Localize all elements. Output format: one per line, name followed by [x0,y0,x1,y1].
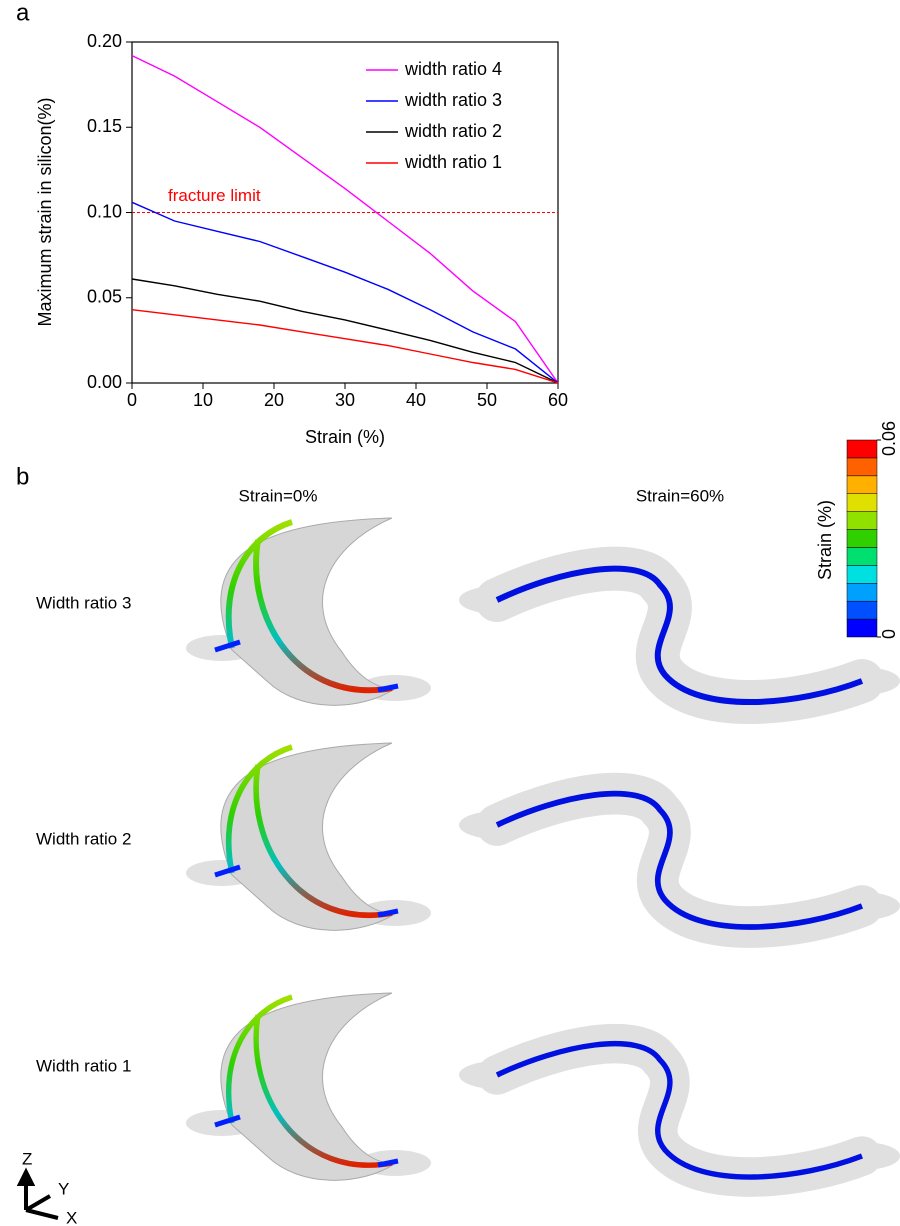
curl-stripe [225,994,393,1168]
x-tick-label: 60 [548,390,568,410]
curl-surface [220,992,397,1181]
x-tick-label: 30 [335,390,355,410]
colorbar-band [846,547,878,566]
colorbar-band [846,439,878,459]
axes-triad [16,1167,59,1220]
curl-stripe [214,864,399,918]
triad-label: Z [22,1149,32,1168]
legend-label: width ratio 3 [404,90,502,110]
y-tick-label: 0.05 [87,287,122,307]
y-tick-label: 0.20 [87,31,122,51]
column-title: Strain=60% [636,486,724,505]
spring [495,1041,863,1180]
panel-label: a [16,0,30,26]
curl-stripe [214,639,399,693]
row-label: Width ratio 2 [36,829,131,848]
x-tick-label: 10 [193,390,213,410]
curl-stripe [225,744,393,918]
triad-label: X [66,1208,77,1226]
row-label: Width ratio 3 [36,593,131,612]
series-line [131,201,559,384]
curl-surface [220,517,397,706]
spring-shadow [477,1023,882,1197]
x-tick-label: 0 [127,390,137,410]
row-illustration [186,742,900,948]
triad-arrowhead [16,1167,36,1186]
series-line [131,309,559,384]
y-tick-label: 0.15 [87,116,122,136]
x-tick-label: 40 [406,390,426,410]
series-line [131,54,559,384]
y-axis-label: Maximum strain in silicon(%) [35,97,55,326]
colorbar-label: Strain (%) [815,500,835,580]
column-title: Strain=0% [239,486,318,505]
curl-stripe [214,1114,399,1168]
x-tick-label: 20 [264,390,284,410]
legend-label: width ratio 4 [404,59,502,79]
row-illustration [186,992,900,1197]
reference-label: fracture limit [168,186,261,205]
colorbar-band [846,529,878,548]
colorbar-band [846,600,878,620]
spring [495,565,864,705]
spring [495,790,864,930]
series-line [131,278,559,384]
y-tick-label: 0.00 [87,372,122,392]
curl-stripe [225,519,393,693]
row-illustration [186,517,900,724]
illustrations [186,517,900,1197]
row-label: Width ratio 1 [36,1056,131,1075]
legend-label: width ratio 1 [404,152,502,172]
triad-label: Y [58,1179,69,1198]
colorbar-band [846,511,878,530]
colorbar-band [846,493,878,512]
panel-label: b [16,463,29,490]
colorbar-band [846,475,878,494]
colorbar-band [846,565,878,584]
colorbar-band [846,457,878,477]
spring-shadow [476,772,883,948]
colorbar-tick-label: 0 [879,629,899,639]
colorbar-tick-label: 0.06 [879,421,899,456]
colorbar-band [846,583,878,602]
spring-shadow [475,546,884,724]
colorbar-band [846,618,878,638]
x-tick-label: 50 [477,390,497,410]
curl-surface [220,742,397,931]
x-axis-label: Strain (%) [305,427,385,447]
legend-label: width ratio 2 [404,121,502,141]
y-tick-label: 0.10 [87,201,122,221]
